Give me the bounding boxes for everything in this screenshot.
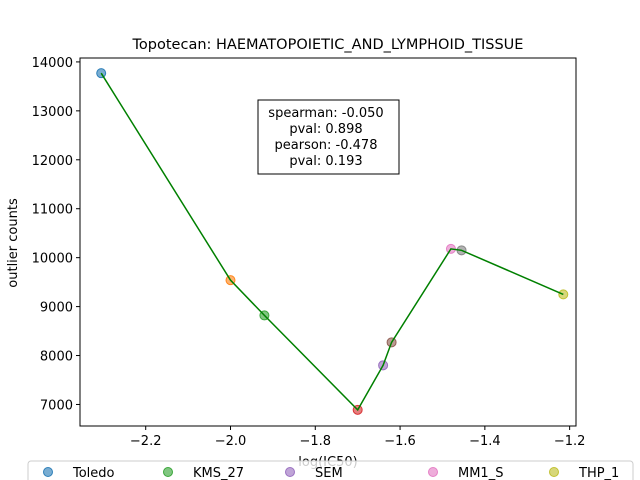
x-tick-label: −1.4 (469, 434, 501, 449)
stats-line: pval: 0.898 (289, 122, 362, 137)
stats-line: spearman: -0.050 (268, 106, 383, 121)
data-point (96, 68, 107, 79)
legend-label: Toledo (72, 466, 115, 480)
y-tick-label: 10000 (32, 252, 73, 267)
y-tick-label: 12000 (32, 154, 73, 169)
legend-frame (27, 460, 634, 480)
legend-marker (285, 467, 295, 477)
legend-marker (163, 467, 173, 477)
x-tick-label: −1.8 (299, 434, 331, 449)
legend-label: SEM (315, 466, 343, 480)
x-tick-label: −2.0 (215, 434, 247, 449)
y-tick-label: 13000 (32, 105, 73, 120)
stats-line: pearson: -0.478 (275, 138, 378, 153)
x-tick-label: −1.2 (554, 434, 586, 449)
legend-label: THP_1 (578, 466, 619, 480)
legend-label: MM1_S (458, 466, 503, 480)
legend: Toledo KMS_27 SEM MM1_S THP_1 (27, 460, 634, 480)
x-tick-label: −2.2 (130, 434, 162, 449)
plot-frame (79, 57, 577, 427)
y-tick-label: 14000 (32, 56, 73, 71)
y-tick-label: 11000 (32, 203, 73, 218)
y-tick-label: 8000 (40, 350, 73, 365)
series-line (100, 72, 564, 412)
legend-marker (549, 467, 559, 477)
y-tick-label: 7000 (40, 398, 73, 413)
stats-box (257, 99, 400, 175)
chart-title: Topotecan: HAEMATOPOIETIC_AND_LYMPHOID_T… (132, 37, 524, 53)
y-tick-label: 9000 (40, 301, 73, 316)
legend-marker (428, 467, 438, 477)
x-tick-label: −1.6 (384, 434, 416, 449)
y-axis-label: outlier counts (6, 198, 21, 288)
stats-line: pval: 0.193 (289, 154, 362, 169)
legend-label: KMS_27 (193, 466, 244, 480)
legend-marker (43, 467, 53, 477)
plot-area: −2.2 −2.0 −1.8 −1.6 −1.4 −1.2 7000 8000 9000 1000… (32, 56, 586, 449)
